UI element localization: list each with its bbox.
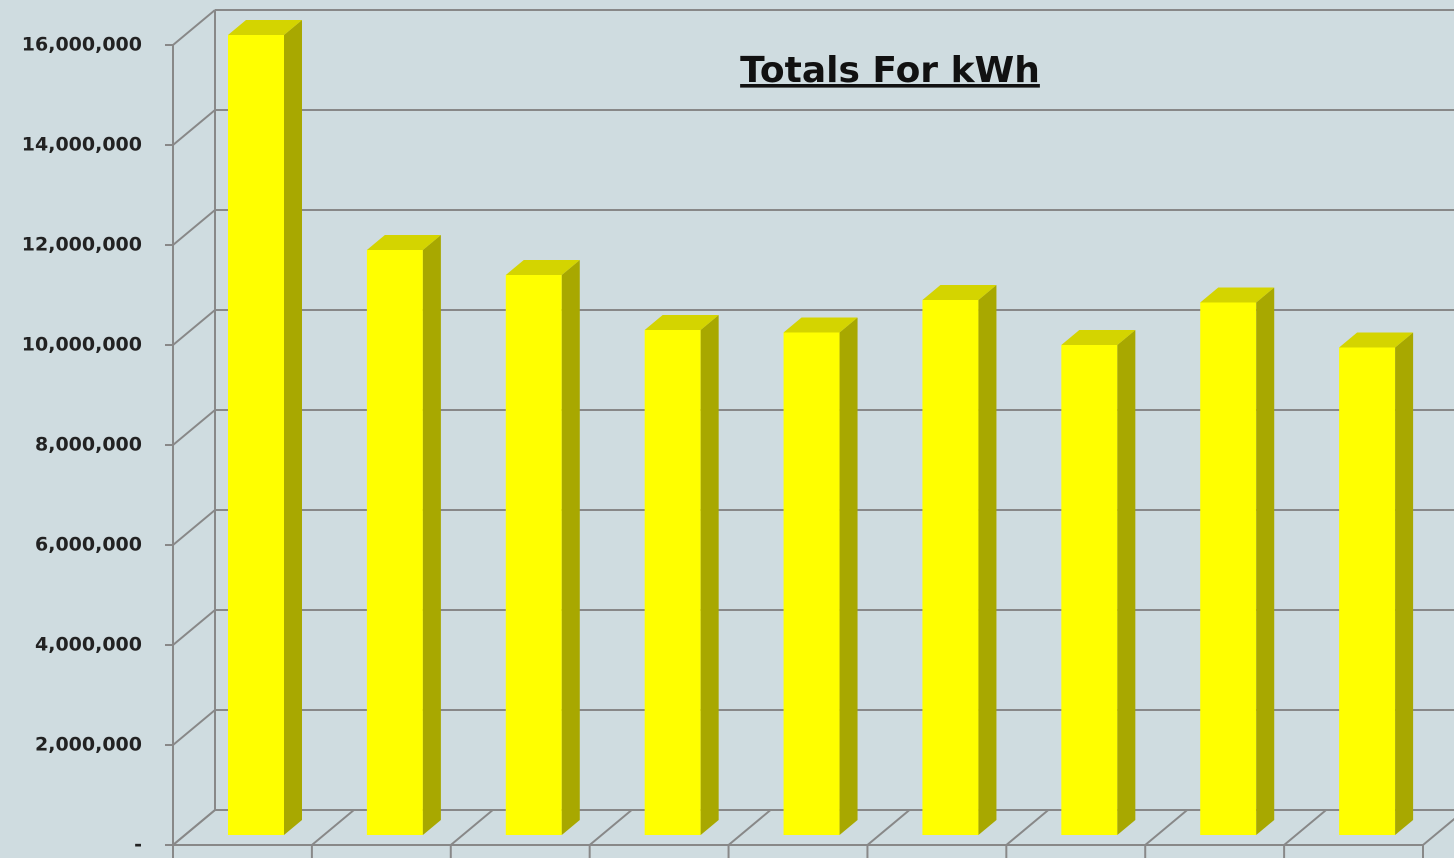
floor-line (727, 809, 772, 846)
floor-line (1283, 809, 1327, 846)
bar-side (1256, 287, 1275, 835)
bar (1061, 330, 1136, 835)
bar-top (1200, 287, 1275, 303)
bar (644, 315, 719, 835)
y-tick-label: 16,000,000 (22, 34, 142, 56)
bar-side (561, 260, 580, 835)
y-tick-label: 4,000,000 (35, 634, 142, 656)
bar (1200, 287, 1275, 835)
floor-line (1422, 817, 1454, 846)
bar (783, 317, 858, 835)
bar-front (1061, 345, 1118, 835)
bar-top (922, 285, 997, 300)
grid-line (172, 509, 216, 546)
floor-line (866, 809, 911, 846)
floor-line (589, 809, 633, 846)
bar (366, 235, 441, 835)
bar-side (422, 235, 441, 835)
floor-line (172, 809, 216, 846)
bar-side (1117, 330, 1136, 835)
y-tick-label: 10,000,000 (22, 334, 142, 356)
bar-front (1200, 302, 1257, 835)
bar-top (783, 317, 858, 333)
bar-front (505, 275, 562, 835)
grid-line (172, 309, 216, 346)
y-tick-label: 12,000,000 (22, 234, 142, 256)
grid-line (172, 709, 216, 746)
bar (228, 20, 302, 835)
chart-title: Totals For kWh (740, 50, 1040, 91)
floor-line (1144, 809, 1188, 846)
bar-side (1395, 332, 1414, 835)
bar-front (228, 35, 284, 835)
bar-side (700, 315, 719, 835)
y-tick-label: 2,000,000 (35, 734, 142, 756)
bar-top (1061, 330, 1136, 345)
grid-line (172, 9, 216, 46)
grid-line (172, 409, 216, 446)
grid-line (172, 209, 216, 246)
y-tick-label: 8,000,000 (35, 434, 142, 456)
bar-top (366, 235, 441, 250)
bar-top (505, 260, 580, 275)
grid-line (172, 609, 216, 646)
floor-line (1005, 809, 1049, 846)
bar (922, 285, 997, 835)
bar-side (978, 285, 997, 835)
floor-line (311, 809, 355, 846)
bar-front (366, 250, 423, 835)
bar-front (922, 300, 979, 835)
bar-top (228, 20, 302, 35)
bar-side (284, 20, 302, 835)
bar-front (783, 332, 840, 835)
y-tick-label: 14,000,000 (22, 134, 142, 156)
bar (1339, 332, 1414, 835)
bar (505, 260, 580, 835)
floor-line (450, 809, 494, 846)
bar-side (839, 317, 858, 835)
y-tick-label: - (134, 834, 142, 856)
bar-front (1339, 347, 1396, 835)
bar-front (644, 330, 701, 835)
bar-top (644, 315, 719, 330)
y-tick-label: 6,000,000 (35, 534, 142, 556)
grid-line (172, 109, 216, 146)
bar-top (1339, 332, 1414, 348)
